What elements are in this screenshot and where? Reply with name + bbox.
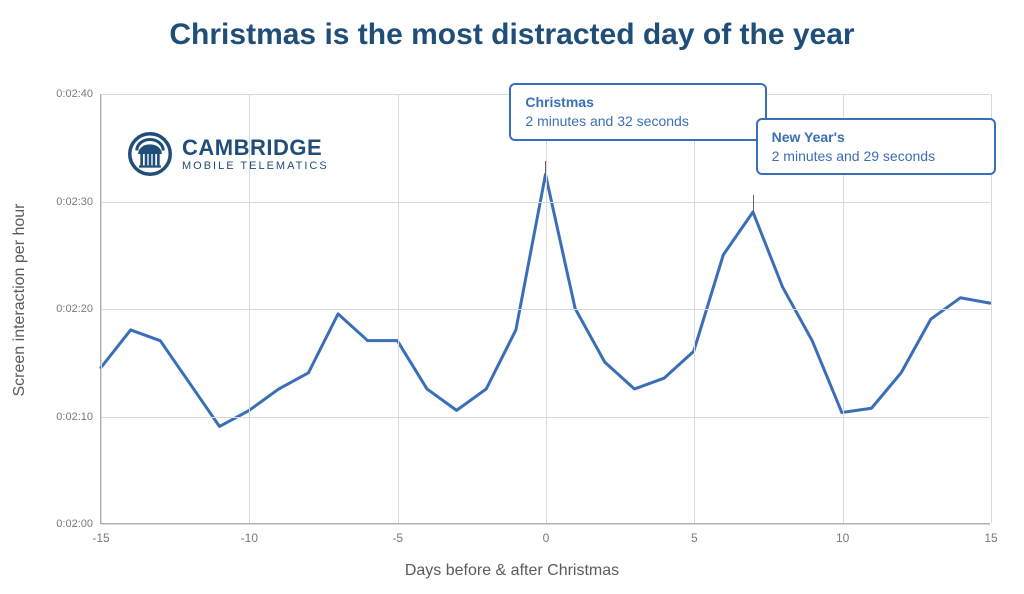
x-tick-label: 10 bbox=[836, 523, 849, 545]
brand-logo: CAMBRIDGE MOBILE TELEMATICS bbox=[128, 132, 329, 176]
chart-title: Christmas is the most distracted day of … bbox=[0, 18, 1024, 52]
callout-detail: 2 minutes and 29 seconds bbox=[772, 147, 980, 166]
x-tick-label: 5 bbox=[691, 523, 698, 545]
callout-christmas: Christmas2 minutes and 32 seconds bbox=[509, 83, 767, 141]
x-tick-label: 0 bbox=[543, 523, 550, 545]
y-tick-label: 0:02:20 bbox=[56, 303, 101, 315]
x-tick-label: -15 bbox=[92, 523, 109, 545]
callout-title: Christmas bbox=[525, 93, 751, 112]
y-axis-label: Screen interaction per hour bbox=[11, 204, 29, 397]
logo-sub-text: MOBILE TELEMATICS bbox=[182, 161, 329, 172]
y-tick-label: 0:02:40 bbox=[56, 88, 101, 100]
grid-line-vertical bbox=[398, 94, 399, 523]
grid-line-vertical bbox=[101, 94, 102, 523]
x-tick-label: -10 bbox=[241, 523, 258, 545]
callout-newyears: New Year's2 minutes and 29 seconds bbox=[756, 118, 996, 176]
x-tick-label: 15 bbox=[984, 523, 997, 545]
logo-main-text: CAMBRIDGE bbox=[182, 137, 329, 159]
logo-text: CAMBRIDGE MOBILE TELEMATICS bbox=[182, 137, 329, 172]
callout-title: New Year's bbox=[772, 128, 980, 147]
y-tick-label: 0:02:30 bbox=[56, 196, 101, 208]
grid-line-vertical bbox=[546, 94, 547, 523]
callout-leader-line bbox=[753, 195, 754, 212]
logo-icon bbox=[128, 132, 172, 176]
x-axis-label: Days before & after Christmas bbox=[0, 562, 1024, 580]
grid-line-vertical bbox=[694, 94, 695, 523]
x-tick-label: -5 bbox=[392, 523, 403, 545]
callout-leader-line bbox=[545, 161, 546, 175]
chart-container: Christmas is the most distracted day of … bbox=[0, 0, 1024, 594]
y-tick-label: 0:02:10 bbox=[56, 411, 101, 423]
callout-detail: 2 minutes and 32 seconds bbox=[525, 112, 751, 131]
